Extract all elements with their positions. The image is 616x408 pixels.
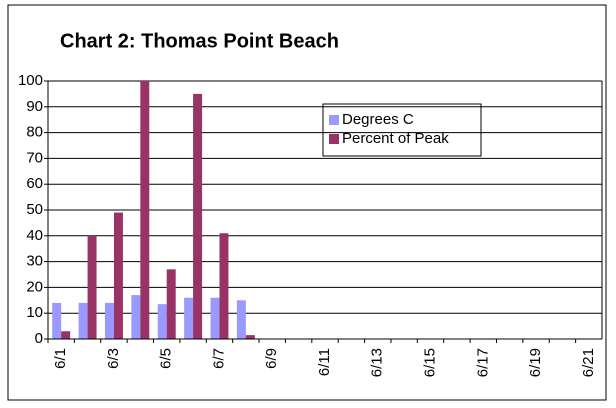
legend-label: Degrees C (342, 111, 414, 128)
bar (219, 233, 229, 339)
bar (193, 93, 203, 340)
x-tick-label: 6/15 (421, 348, 438, 377)
legend-swatch (329, 115, 339, 125)
y-tick-label: 30 (26, 253, 43, 270)
bar (140, 81, 150, 339)
bar (87, 235, 97, 339)
bar (245, 335, 255, 339)
bar (104, 302, 114, 339)
x-tick-label: 6/3 (105, 348, 122, 369)
legend: Degrees C Percent of Peak (322, 103, 482, 157)
y-tick-label: 0 (35, 330, 43, 347)
x-tick-label: 6/5 (158, 348, 175, 369)
y-tick-label: 40 (26, 227, 43, 244)
legend-swatch (329, 134, 339, 144)
chart-title: Chart 2: Thomas Point Beach (60, 30, 339, 52)
legend-label: Percent of Peak (342, 130, 449, 147)
chart-border (7, 4, 607, 401)
y-tick-label: 10 (26, 304, 43, 321)
y-tick-label: 20 (26, 278, 43, 295)
bar (131, 295, 141, 339)
y-tick-label: 70 (26, 149, 43, 166)
bar (166, 269, 176, 339)
bar (157, 304, 167, 339)
bar (236, 300, 246, 339)
x-tick-label: 6/17 (474, 348, 491, 377)
bar (210, 297, 220, 339)
x-tick-label: 6/13 (369, 348, 386, 377)
y-tick-label: 90 (26, 98, 43, 115)
x-tick-label: 6/19 (527, 348, 544, 377)
x-tick-label: 6/11 (316, 348, 333, 376)
y-tick-label: 60 (26, 175, 43, 192)
bar (113, 212, 123, 339)
legend-box (322, 103, 482, 157)
x-tick-label: 6/7 (210, 348, 227, 369)
y-tick-label: 100 (18, 72, 43, 89)
bar (52, 302, 62, 339)
bar (61, 331, 71, 339)
y-tick-label: 80 (26, 124, 43, 141)
x-tick-label: 6/21 (580, 348, 597, 377)
bar (78, 302, 88, 339)
x-tick-label: 6/9 (263, 348, 280, 369)
y-tick-label: 50 (26, 201, 43, 218)
bar (184, 297, 194, 339)
x-tick-label: 6/1 (52, 348, 69, 369)
